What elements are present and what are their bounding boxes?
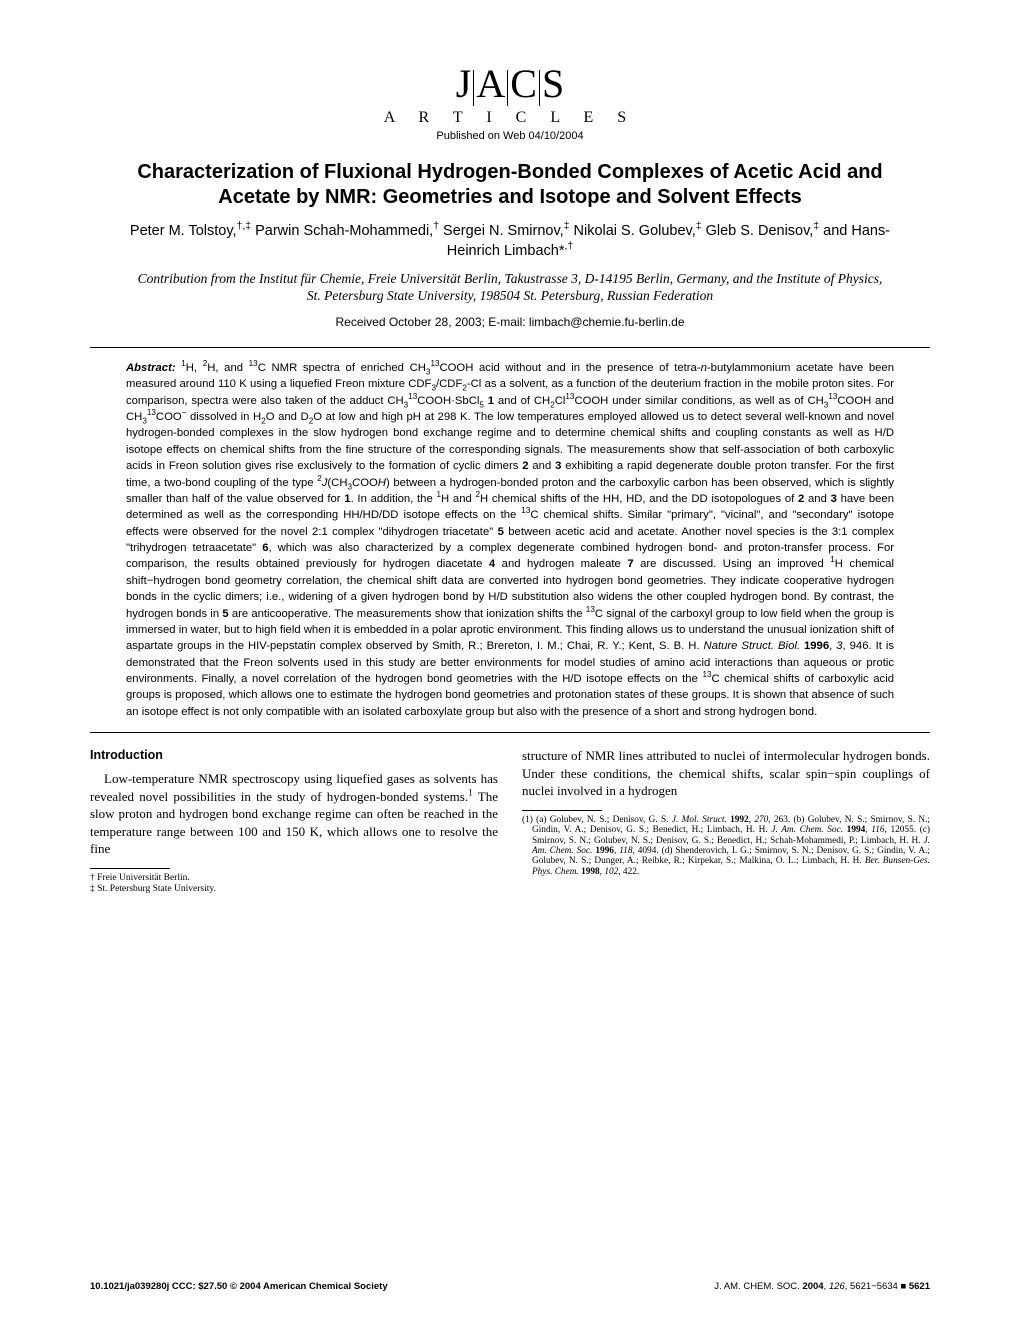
section-heading-introduction: Introduction [90, 747, 498, 764]
logo-letter: J [456, 61, 472, 106]
footer-doi: 10.1021/ja039280j CCC: $27.50 © 2004 Ame… [90, 1281, 388, 1292]
footer-citation: J. AM. CHEM. SOC. 2004, 126, 5621−5634 ■… [714, 1281, 930, 1292]
page-footer: 10.1021/ja039280j CCC: $27.50 © 2004 Ame… [90, 1281, 930, 1292]
affiliation: Contribution from the Institut für Chemi… [90, 271, 930, 305]
publication-date: Published on Web 04/10/2004 [90, 130, 930, 142]
received-line: Received October 28, 2003; E-mail: limba… [90, 315, 930, 329]
footnote-item: † Freie Universität Berlin. [90, 873, 498, 884]
abstract-top-rule [90, 347, 930, 348]
authors-list: Peter M. Tolstoy,†,‡ Parwin Schah-Mohamm… [90, 222, 930, 261]
abstract-block: Abstract: 1H, 2H, and 13C NMR spectra of… [90, 354, 930, 726]
column-right: structure of NMR lines attributed to nuc… [522, 747, 930, 895]
footnotes-left: † Freie Universität Berlin. ‡ St. Peters… [90, 873, 498, 896]
journal-logo-block: JACS A R T I C L E S Published on Web 04… [90, 60, 930, 142]
footnote-rule [90, 868, 170, 869]
logo-divider [473, 70, 474, 106]
logo-letter: S [542, 61, 564, 106]
body-paragraph: structure of NMR lines attributed to nuc… [522, 747, 930, 800]
logo-divider [507, 70, 508, 106]
articles-label: A R T I C L E S [90, 109, 930, 127]
abstract-label: Abstract: [126, 362, 176, 374]
body-columns: Introduction Low-temperature NMR spectro… [90, 747, 930, 895]
footnote-item: ‡ St. Petersburg State University. [90, 884, 498, 895]
footnote-rule [522, 810, 602, 811]
logo-letter: C [510, 61, 537, 106]
body-paragraph: Low-temperature NMR spectroscopy using l… [90, 770, 498, 858]
reference-item: (1) (a) Golubev, N. S.; Denisov, G. S. J… [522, 815, 930, 877]
abstract-text: 1H, 2H, and 13C NMR spectra of enriched … [126, 362, 894, 718]
jacs-logo: JACS [456, 60, 564, 107]
logo-letter: A [476, 61, 505, 106]
logo-divider [539, 70, 540, 106]
abstract-bottom-rule [90, 732, 930, 733]
article-title: Characterization of Fluxional Hydrogen-B… [90, 160, 930, 210]
column-left: Introduction Low-temperature NMR spectro… [90, 747, 498, 895]
